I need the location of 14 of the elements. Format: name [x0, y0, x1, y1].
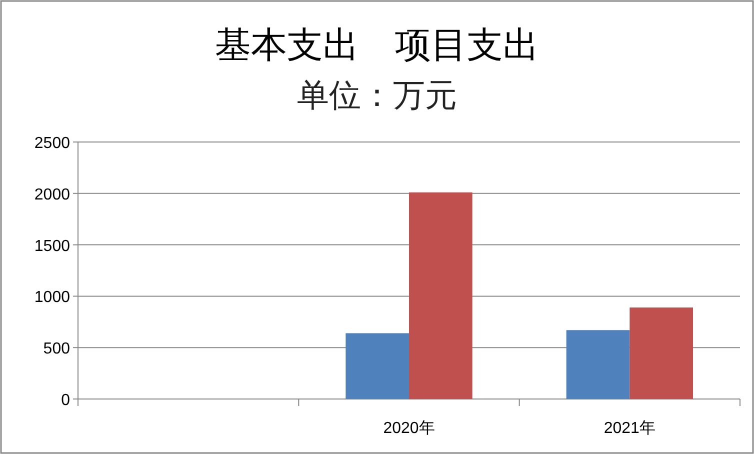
y-tick-label: 500	[43, 340, 70, 358]
y-tick-label: 1500	[34, 238, 70, 255]
bar	[409, 192, 472, 399]
chart-title: 基本支出 项目支出	[215, 25, 539, 65]
y-tick-label: 2500	[34, 135, 70, 152]
y-tick-label: 0	[61, 392, 70, 409]
chart-subtitle: 单位：万元	[297, 77, 457, 113]
x-tick-label: 2020年	[383, 420, 435, 437]
bar	[346, 333, 409, 399]
y-tick-label: 2000	[34, 186, 70, 204]
y-tick-label: 1000	[34, 289, 70, 306]
x-tick-label: 2021年	[604, 420, 656, 437]
bar	[630, 308, 693, 399]
bar	[566, 330, 630, 399]
